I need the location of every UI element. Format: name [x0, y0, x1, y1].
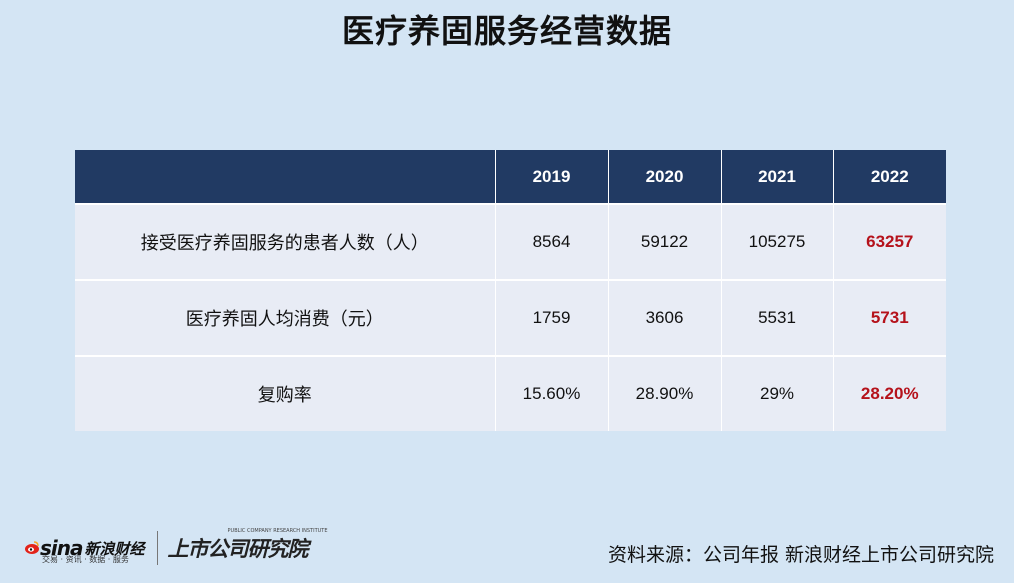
- header-cell-2019: 2019: [495, 150, 609, 205]
- institute-logo: 上市公司研究院 PUBLIC COMPANY RESEARCH INSTITUT…: [167, 528, 328, 568]
- table-cell: 5531: [721, 280, 834, 357]
- table-cell: 105275: [721, 204, 834, 281]
- sina-wordmark: sina: [40, 536, 83, 560]
- header-cell-2020: 2020: [608, 150, 722, 205]
- row-label: 复购率: [75, 356, 496, 431]
- page-title: 医疗养固服务经营数据: [341, 12, 672, 50]
- table-cell: 15.60%: [495, 356, 609, 431]
- sina-logo-mark: sina 新浪财经: [24, 536, 145, 560]
- source-note: 资料来源：公司年报 新浪财经上市公司研究院: [607, 544, 994, 566]
- header-cell-2021: 2021: [721, 150, 834, 205]
- table-row: 复购率 15.60% 28.90% 29% 28.20%: [75, 356, 946, 431]
- institute-english-name: PUBLIC COMPANY RESEARCH INSTITUTE: [227, 528, 328, 534]
- data-table: 2019 2020 2021 2022 接受医疗养固服务的患者人数（人） 856…: [75, 150, 946, 431]
- table-row: 医疗养固人均消费（元） 1759 3606 5531 5731: [75, 280, 946, 357]
- header-cell-empty: [75, 150, 496, 205]
- sina-eye-icon: [25, 541, 39, 554]
- table-cell: 3606: [608, 280, 722, 357]
- table-cell: 59122: [608, 204, 722, 281]
- table-cell: 29%: [721, 356, 834, 431]
- sina-finance-name: 新浪财经: [84, 539, 145, 558]
- logo-divider: [156, 531, 158, 565]
- header-cell-2022: 2022: [833, 150, 946, 205]
- table-cell: 8564: [495, 204, 609, 281]
- sina-tagline: 交易 · 资讯 · 数据 · 服务: [42, 555, 129, 564]
- table-cell-highlight: 63257: [833, 204, 946, 281]
- table-header-row: 2019 2020 2021 2022: [75, 150, 946, 205]
- sina-finance-logo: sina 新浪财经 交易 · 资讯 · 数据 · 服务 上市公司研究院 PUBL…: [24, 528, 328, 568]
- row-label: 医疗养固人均消费（元）: [75, 280, 496, 357]
- table-cell: 1759: [495, 280, 609, 357]
- institute-name: 上市公司研究院: [167, 537, 309, 561]
- row-label: 接受医疗养固服务的患者人数（人）: [75, 204, 496, 281]
- table-row: 接受医疗养固服务的患者人数（人） 8564 59122 105275 63257: [75, 204, 946, 281]
- table-cell-highlight: 28.20%: [833, 356, 946, 431]
- table-cell-highlight: 5731: [833, 280, 946, 357]
- table-cell: 28.90%: [608, 356, 722, 431]
